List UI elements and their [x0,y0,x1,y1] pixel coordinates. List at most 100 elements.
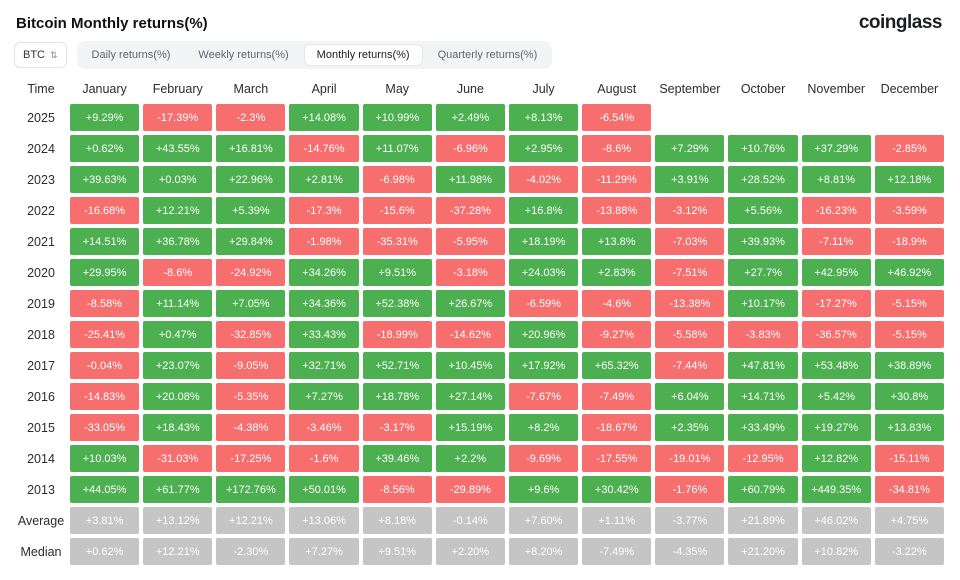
table-row: 2016 -14.83% +20.08% -5.35% +7.27% +18.78% +27… [16,383,944,410]
table-row: 2019 -8.58% +11.14% +7.05% +34.36% +52.38% +26… [16,290,944,317]
return-cell: -33.05% [70,414,140,441]
return-cell: +8.81% [801,166,871,193]
return-cell: -34.81% [874,476,944,503]
column-header-month: September [659,82,721,96]
table-row: 2023 +39.63% +0.03% +22.96% +2.81% -6.98% +11.… [16,166,944,193]
row-label: Median [20,544,62,559]
return-cell: +13.12% [143,507,213,534]
table-row: 2017 -0.04% +23.07% -9.05% +32.71% +52.71% +10… [16,352,944,379]
return-cell: -25.41% [70,321,140,348]
row-label: 2020 [27,265,55,280]
return-cell: +65.32% [582,352,652,379]
return-cell: +12.18% [874,166,944,193]
return-cell: +12.21% [216,507,286,534]
return-cell: -14.76% [289,135,359,162]
column-header-month: July [532,82,555,96]
return-cell: +10.76% [728,135,798,162]
return-cell: +9.51% [362,259,432,286]
return-cell: -3.59% [874,197,944,224]
return-cell: +2.95% [508,135,579,162]
return-cell: -1.6% [289,445,359,472]
return-cell: +38.89% [874,352,944,379]
updown-arrows-icon: ⇅ [50,49,58,60]
table-row: 2021 +14.51% +36.78% +29.84% -1.98% -35.31% -5… [16,228,944,255]
return-cell: +10.17% [728,290,798,317]
return-cell [802,104,871,131]
return-cell: -37.28% [435,197,505,224]
return-cell: +3.81% [70,507,140,534]
row-label: Average [17,513,65,528]
tab-quarterly-returns[interactable]: Quarterly returns(%) [425,44,551,66]
return-cell [875,104,944,131]
return-cell: +19.27% [801,414,871,441]
return-cell: +36.78% [143,228,213,255]
return-cell: -18.9% [874,228,944,255]
column-header-month: March [233,82,269,96]
table-header-row: Time January February March April May June July… [16,82,944,96]
return-cell: +60.79% [728,476,798,503]
return-cell: +13.83% [874,414,944,441]
return-cell: -8.56% [362,476,432,503]
return-cell: -4.35% [655,538,725,565]
return-cell: +6.04% [655,383,725,410]
return-cell: -4.02% [508,166,579,193]
return-cell: +26.67% [435,290,505,317]
return-cell: +61.77% [143,476,213,503]
return-cell: +7.29% [655,135,725,162]
return-cell: +39.46% [362,445,432,472]
table-row: 2024 +0.62% +43.55% +16.81% -14.76% +11.07% -6… [16,135,944,162]
return-cell: -24.92% [216,259,286,286]
return-cell: +10.45% [435,352,505,379]
table-row: 2025 +9.29% -17.39% -2.3% +14.08% +10.99% +2.4… [16,104,944,131]
return-cell: +0.03% [143,166,213,193]
return-cell: -5.95% [435,228,505,255]
return-cell: +47.81% [728,352,798,379]
return-cell: +52.71% [362,352,432,379]
return-cell: +8.20% [508,538,579,565]
tab-monthly-returns[interactable]: Monthly returns(%) [303,44,423,66]
return-cell: -6.96% [435,135,505,162]
table-row: 2022 -16.68% +12.21% +5.39% -17.3% -15.6% -37.… [16,197,944,224]
return-cell: +34.26% [289,259,359,286]
return-cell: +33.49% [728,414,798,441]
toolbar: BTC ⇅ Daily returns(%) Weekly returns(%) M… [0,38,960,76]
return-cell [655,104,724,131]
return-cell: +8.18% [362,507,432,534]
return-cell: +14.51% [70,228,140,255]
return-cell: +2.2% [435,445,505,472]
return-cell: -9.05% [216,352,286,379]
return-cell: +53.48% [801,352,871,379]
return-cell: -0.04% [70,352,140,379]
return-cell: -3.17% [362,414,432,441]
return-cell: +2.20% [435,538,505,565]
row-label: 2023 [27,172,55,187]
return-cell: -14.83% [70,383,140,410]
return-cell: +27.7% [728,259,798,286]
coinglass-logo: coinglass [858,12,943,33]
row-label: 2017 [27,358,55,373]
tab-weekly-returns[interactable]: Weekly returns(%) [185,44,301,66]
return-cell: +33.43% [289,321,359,348]
return-cell: +172.76% [216,476,286,503]
page-title: Bitcoin Monthly returns(%) [16,14,208,32]
return-cell: +9.29% [70,104,140,131]
table-row: 2020 +29.95% -8.6% -24.92% +34.26% +9.51% -3.1… [16,259,944,286]
return-cell: +39.63% [70,166,140,193]
row-label: 2025 [27,110,55,125]
return-cell: -12.95% [728,445,798,472]
return-cell: +15.19% [435,414,505,441]
return-cell: -11.29% [582,166,652,193]
return-cell: -14.62% [435,321,505,348]
return-cell: -7.51% [655,259,725,286]
return-cell: -5.58% [655,321,725,348]
return-cell: +0.62% [70,135,140,162]
return-cell: +2.35% [655,414,725,441]
row-label: 2013 [27,482,55,497]
return-cell: +24.03% [508,259,579,286]
tab-daily-returns[interactable]: Daily returns(%) [79,44,184,66]
return-cell: -1.98% [289,228,359,255]
return-cell: -7.44% [655,352,725,379]
return-cell: +8.13% [508,104,579,131]
return-cell: -2.85% [874,135,944,162]
symbol-select[interactable]: BTC ⇅ [14,42,67,68]
